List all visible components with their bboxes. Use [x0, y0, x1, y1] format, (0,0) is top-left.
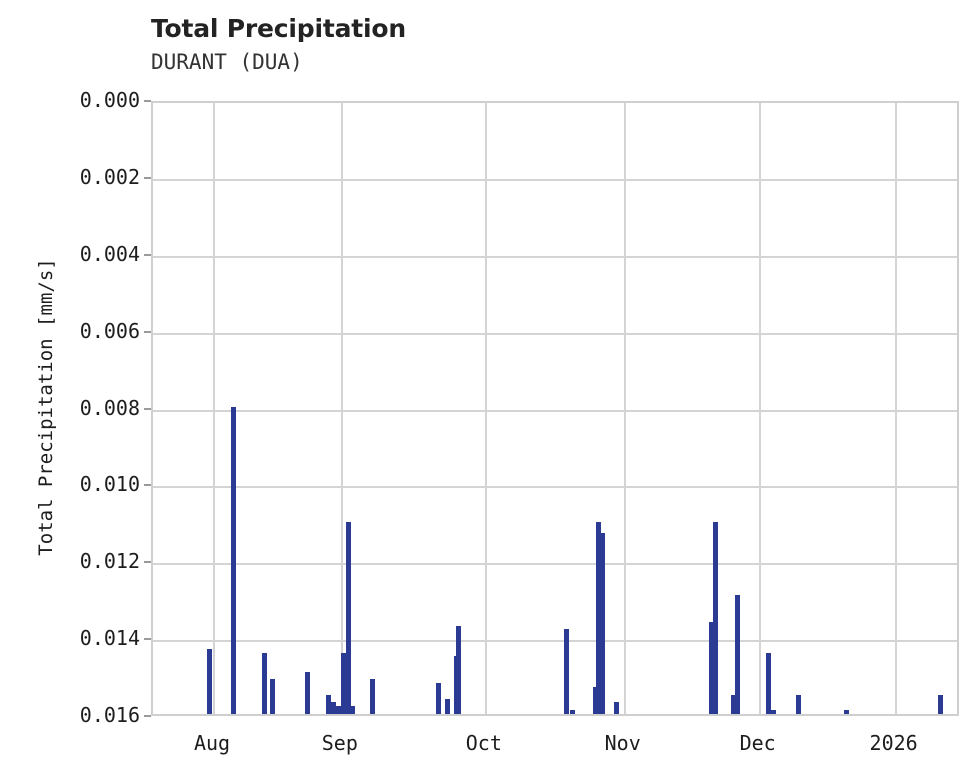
y-tick-label: 0.008: [79, 395, 140, 420]
y-tick-label: 0.016: [79, 703, 140, 727]
y-tick-mark: [144, 484, 151, 487]
y-tick-mark: [144, 330, 151, 333]
bar: [712, 521, 718, 714]
bar: [563, 629, 569, 714]
x-tick-label: 2026: [869, 731, 918, 755]
y-tick-mark: [144, 176, 151, 179]
gridline-horizontal: [153, 563, 957, 566]
gridline-horizontal: [153, 486, 957, 489]
y-tick-label: 0.006: [79, 318, 140, 343]
gridline-horizontal: [153, 178, 957, 181]
page-title: Total Precipitation: [151, 14, 406, 43]
x-tick-label: Oct: [465, 731, 502, 755]
bar: [345, 521, 351, 714]
gridline-horizontal: [153, 255, 957, 258]
y-tick-label: 0.000: [79, 88, 140, 112]
y-tick-mark: [144, 407, 151, 410]
bar: [262, 652, 268, 714]
y-tick-mark: [144, 100, 151, 102]
gridline-horizontal: [153, 409, 957, 412]
bar: [600, 533, 605, 714]
y-tick-label: 0.002: [79, 164, 140, 189]
bar: [455, 625, 461, 714]
bar: [592, 687, 598, 714]
bars-layer: [153, 103, 957, 714]
y-tick-label: 0.010: [79, 472, 140, 497]
bar: [340, 652, 346, 714]
bar: [709, 621, 714, 714]
bar: [369, 679, 375, 714]
bar: [938, 694, 944, 714]
bar: [206, 648, 212, 714]
bar: [325, 694, 331, 714]
y-tick-label: 0.012: [79, 549, 140, 574]
bar: [613, 702, 619, 714]
bar: [730, 694, 736, 714]
y-tick-label-group: 0.016 0.014 0.012 0.010 0.008 0.006 0.004 0.002…: [0, 0, 151, 780]
bar: [349, 706, 355, 714]
bar: [330, 702, 336, 714]
gridline-vertical: [623, 103, 626, 714]
gridline-horizontal: [153, 332, 957, 335]
x-tick-label: Nov: [604, 731, 641, 755]
gridline-vertical: [894, 103, 897, 714]
y-tick-mark: [144, 253, 151, 256]
y-tick-mark: [144, 638, 151, 641]
y-tick-label: 0.014: [79, 626, 140, 651]
gridline-horizontal: [153, 640, 957, 643]
bar: [596, 521, 602, 714]
bar: [336, 706, 342, 714]
bar: [333, 706, 339, 714]
y-tick-mark: [144, 715, 151, 717]
bar: [435, 683, 441, 714]
bar: [765, 652, 771, 714]
y-tick-label: 0.004: [79, 241, 140, 266]
gridline-vertical: [758, 103, 761, 714]
y-tick-mark: [144, 561, 151, 564]
bar: [735, 594, 741, 714]
chart-subtitle: DURANT (DUA): [151, 50, 303, 74]
bar: [305, 671, 310, 714]
gridline-vertical: [484, 103, 487, 714]
bar: [230, 406, 236, 714]
gridline-vertical: [340, 103, 343, 714]
bar: [796, 694, 802, 714]
plot-area: [151, 101, 959, 716]
bar: [444, 698, 450, 714]
bar: [770, 710, 776, 714]
bar: [844, 710, 850, 714]
bar: [569, 710, 575, 714]
x-tick-label: Sep: [321, 731, 358, 755]
x-tick-label: Aug: [193, 731, 231, 755]
gridline-vertical: [213, 103, 215, 714]
x-tick-label: Dec: [739, 731, 776, 755]
bar: [270, 679, 276, 714]
